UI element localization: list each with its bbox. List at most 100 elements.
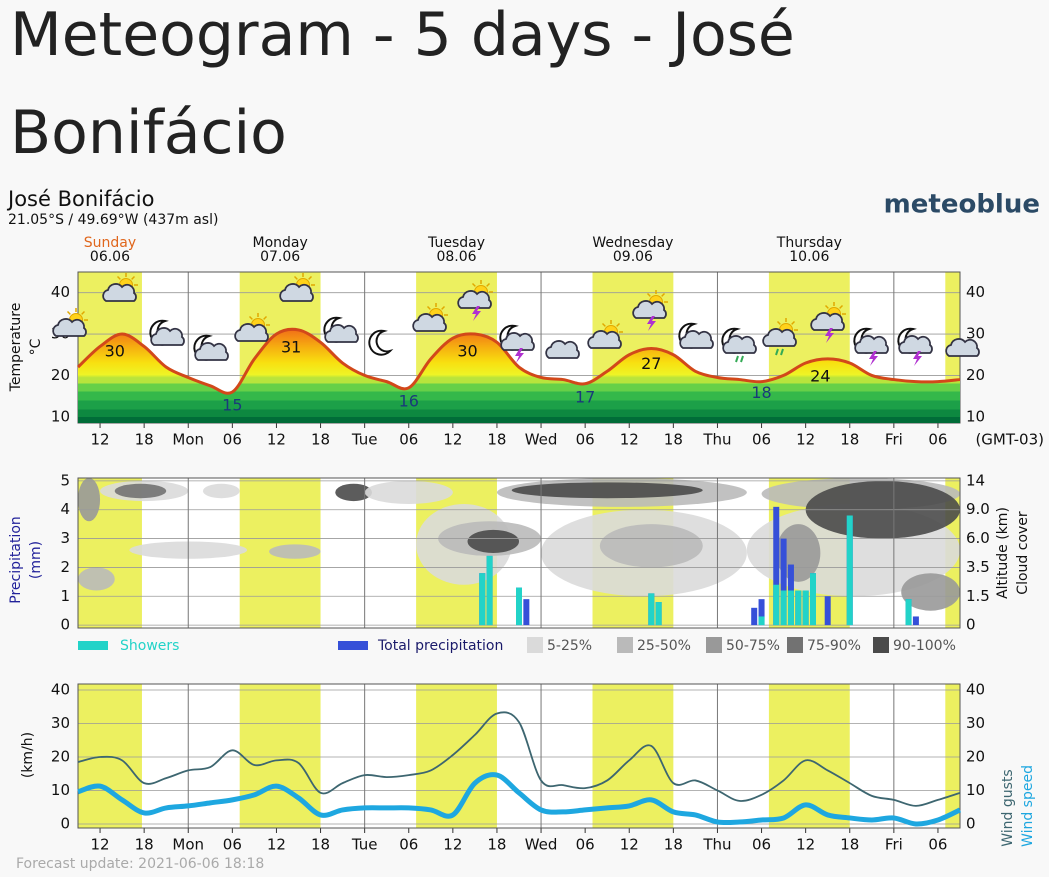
day-name: Wednesday <box>592 235 673 251</box>
y-axis-title: Precipitation <box>8 516 24 604</box>
y2-tick-label: 1.5 <box>966 587 990 605</box>
x-tick-label: 06 <box>928 431 947 449</box>
temperature-line <box>76 327 961 395</box>
y2-tick-label: 40 <box>966 681 985 699</box>
cloud-area <box>114 483 167 499</box>
x-tick-label: Wed <box>525 836 558 854</box>
y-tick-label: 20 <box>51 366 70 384</box>
sun-ray <box>66 310 71 315</box>
legend-label: Showers <box>120 638 179 654</box>
y-tick-label: 0 <box>60 814 70 832</box>
day-date: 09.06 <box>613 249 653 265</box>
legend-swatch <box>338 641 368 650</box>
rain <box>740 355 744 363</box>
y-tick-label: 40 <box>51 283 70 301</box>
location-name: José Bonifácio <box>6 187 154 211</box>
location-coords: 21.05°S / 49.69°W (437m asl) <box>8 212 218 228</box>
precip-bar <box>802 590 809 626</box>
cloud <box>587 330 622 349</box>
x-tick-label: 12 <box>796 836 815 854</box>
cloud <box>679 330 714 349</box>
sun-ray <box>441 305 446 310</box>
cloud-area <box>511 482 703 499</box>
extreme-label: 30 <box>105 342 125 361</box>
x-tick-label: 18 <box>487 431 506 449</box>
cloud <box>457 290 492 309</box>
day-name: Tuesday <box>427 235 485 251</box>
page-title: Meteogram - 5 days - José Bonifácio <box>10 0 795 168</box>
legend-label: 5-25% <box>547 638 592 654</box>
x-tick-label: 12 <box>443 836 462 854</box>
extreme-label: 31 <box>281 337 301 356</box>
x-tick-label: 18 <box>664 836 683 854</box>
extreme-label: 15 <box>222 396 242 415</box>
precip-bar <box>648 593 655 626</box>
day-date: 07.06 <box>260 249 300 265</box>
y2-tick-label: 30 <box>966 325 985 343</box>
x-tick-label: 12 <box>267 431 286 449</box>
precip-bar <box>523 599 530 626</box>
precip-bar <box>516 587 522 626</box>
x-tick-label: 06 <box>223 431 242 449</box>
y2-tick-label: 0 <box>966 814 976 832</box>
sun-ray <box>471 282 476 287</box>
day-name: Thursday <box>776 235 842 251</box>
x-tick-label: 06 <box>752 431 771 449</box>
cloud-axis-title: Cloud cover <box>1015 511 1031 595</box>
rain <box>775 348 779 356</box>
y2-tick-label: 14 <box>966 471 985 489</box>
x-tick-label: 12 <box>267 836 286 854</box>
y-axis-unit: °C <box>28 338 44 355</box>
day-date: 08.06 <box>436 249 476 265</box>
x-tick-label: 06 <box>576 431 595 449</box>
x-tick-label: 18 <box>135 836 154 854</box>
sun-ray <box>791 320 796 325</box>
precip-bar <box>751 607 758 626</box>
cloud <box>898 335 933 354</box>
y2-tick-label: 0 <box>966 616 976 634</box>
y-tick-label: 10 <box>51 781 70 799</box>
precip-bar <box>780 590 787 626</box>
extreme-label: 17 <box>575 387 595 406</box>
y-axis-title: (km/h) <box>20 732 36 778</box>
cloud <box>500 332 535 351</box>
x-tick-label: 12 <box>620 431 639 449</box>
precip-bar <box>810 573 816 626</box>
cloud <box>102 283 137 302</box>
x-tick-label: 18 <box>135 431 154 449</box>
cloud <box>762 328 797 347</box>
cloud <box>234 323 269 342</box>
x-tick-label: Wed <box>525 431 558 449</box>
plot-frame <box>77 477 961 629</box>
y-tick-label: 3 <box>60 529 70 547</box>
sun-ray <box>486 282 491 287</box>
y2-tick-label: 10 <box>966 781 985 799</box>
y-axis-title: Temperature <box>8 303 24 393</box>
x-tick-label: 06 <box>752 836 771 854</box>
cloud <box>545 340 580 359</box>
precip-bar <box>824 596 831 626</box>
x-tick-label: 18 <box>664 431 683 449</box>
legend-label: Wind speed <box>1020 765 1036 847</box>
x-tick-label: 12 <box>91 836 110 854</box>
cloud-area <box>269 544 321 559</box>
y2-tick-label: 20 <box>966 748 985 766</box>
lightning <box>647 316 656 331</box>
y2-tick-label: 20 <box>966 366 985 384</box>
legend-label: 50-75% <box>726 638 780 654</box>
legend-label: 90-100% <box>893 638 956 654</box>
cloud-area <box>599 524 703 568</box>
x-tick-label: 06 <box>223 836 242 854</box>
cloud-area <box>78 478 101 522</box>
x-tick-label: 18 <box>487 836 506 854</box>
legend-label: 25-50% <box>637 638 691 654</box>
precip-bar <box>773 506 780 626</box>
daylight-band <box>416 684 497 828</box>
sun-ray <box>661 292 666 297</box>
cloud-area <box>467 529 519 553</box>
plot-frame <box>77 683 961 829</box>
legend-label: Wind gusts <box>1000 769 1016 846</box>
y-tick-label: 40 <box>51 681 70 699</box>
